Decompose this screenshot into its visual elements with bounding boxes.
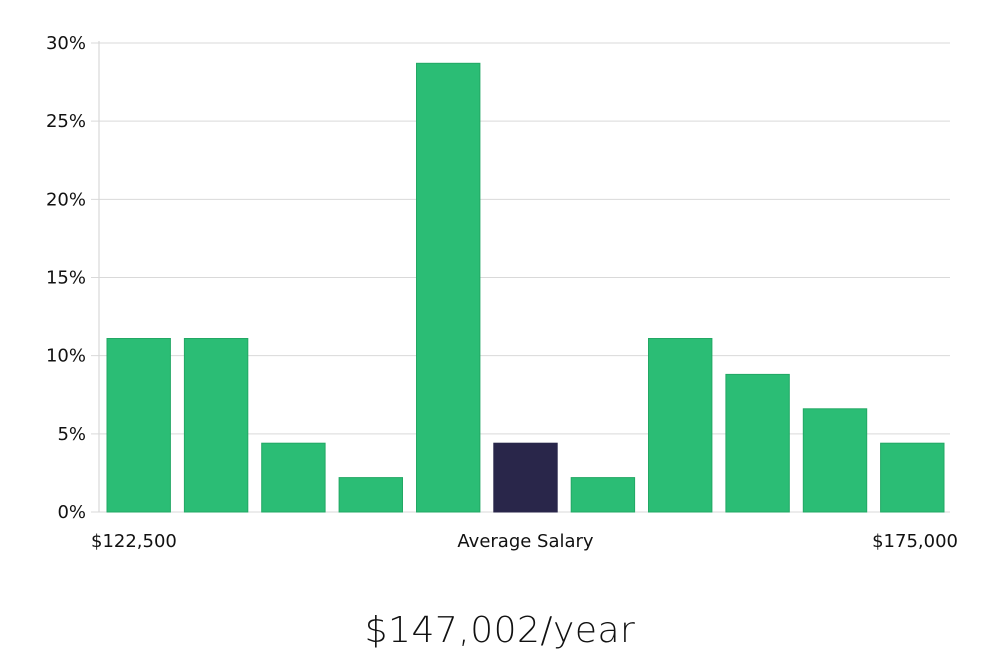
x-label-max: $175,000 xyxy=(872,531,958,552)
bar xyxy=(416,62,481,513)
bar xyxy=(183,338,249,513)
y-tick-label: 30% xyxy=(46,33,86,54)
bar xyxy=(570,477,636,513)
bar xyxy=(261,442,326,513)
y-tick-label: 0% xyxy=(57,502,86,523)
bar xyxy=(725,373,790,513)
bars xyxy=(106,62,945,513)
salary-distribution-chart: 0% 5% 10% 15% 20% 25% 30% $122,500 Average Sal… xyxy=(46,33,958,552)
y-tick-labels: 0% 5% 10% 15% 20% 25% 30% xyxy=(46,33,86,523)
bar xyxy=(648,338,713,513)
x-axis-labels: $122,500 Average Salary $175,000 xyxy=(91,531,958,552)
bar xyxy=(338,477,404,513)
bar xyxy=(802,408,868,513)
y-tick-label: 20% xyxy=(46,189,86,210)
y-tick-label: 10% xyxy=(46,346,86,367)
y-tick-label: 5% xyxy=(57,424,86,445)
y-tick-label: 15% xyxy=(46,268,86,289)
bar xyxy=(106,338,171,513)
average-salary-value: $147,002/year xyxy=(364,610,636,651)
x-label-min: $122,500 xyxy=(91,531,177,552)
bar xyxy=(880,442,945,513)
y-tick-label: 25% xyxy=(46,111,86,132)
bar-average-salary xyxy=(493,442,558,513)
x-label-average: Average Salary xyxy=(457,531,594,552)
